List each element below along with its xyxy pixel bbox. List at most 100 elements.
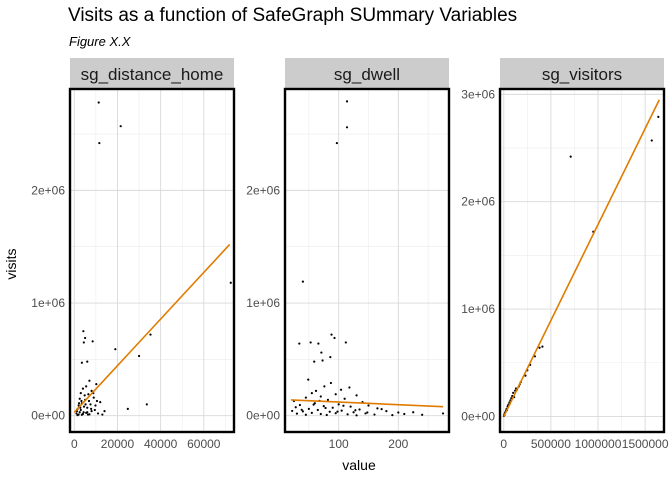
data-point: [317, 342, 320, 345]
data-point: [95, 383, 98, 386]
data-point: [86, 411, 89, 414]
x-tick-label: 20000: [101, 437, 135, 451]
data-point: [145, 403, 148, 406]
x-tick-label: 40000: [144, 437, 178, 451]
x-tick-label: 1500000: [622, 437, 669, 451]
data-point: [90, 389, 93, 392]
data-point: [326, 398, 330, 401]
data-point: [441, 412, 445, 415]
data-point: [373, 413, 376, 416]
data-point: [320, 351, 323, 354]
data-point: [313, 360, 316, 363]
data-point: [541, 345, 544, 348]
data-point: [298, 342, 301, 345]
data-point: [78, 397, 81, 400]
chart-subtitle: Figure X.X: [69, 34, 131, 49]
data-point: [322, 404, 325, 408]
data-point: [329, 355, 332, 359]
x-tick-label: 60000: [187, 437, 221, 451]
data-point: [137, 354, 141, 358]
data-point: [412, 411, 415, 414]
data-point: [119, 125, 122, 128]
data-point: [88, 379, 91, 382]
data-point: [323, 385, 326, 388]
data-point: [352, 411, 355, 414]
x-tick-label: 100: [329, 437, 349, 451]
fit-line: [503, 99, 661, 417]
data-point: [97, 101, 100, 104]
data-point: [304, 396, 307, 399]
data-point: [366, 411, 369, 414]
data-point: [312, 403, 315, 406]
data-point: [79, 392, 82, 395]
data-point: [334, 393, 337, 396]
data-point: [94, 404, 97, 407]
data-point: [328, 410, 331, 413]
data-point: [295, 412, 299, 415]
x-tick-label: 200: [388, 437, 408, 451]
data-point: [99, 401, 102, 404]
data-point: [380, 408, 383, 411]
data-point: [309, 341, 312, 344]
data-point: [92, 396, 95, 399]
data-point: [101, 413, 104, 416]
data-point: [569, 155, 572, 158]
data-point: [335, 141, 338, 145]
data-point: [96, 412, 100, 415]
data-point: [346, 413, 349, 416]
y-tick-label: 2e+06: [461, 195, 495, 209]
data-point: [348, 386, 351, 389]
y-tick-label: 3e+06: [461, 87, 495, 101]
data-point: [83, 394, 86, 397]
data-point: [650, 139, 653, 142]
data-point: [329, 381, 333, 385]
data-point: [364, 412, 367, 415]
fit-line: [290, 399, 444, 408]
data-point: [355, 414, 358, 417]
panel-border: [68, 87, 236, 434]
data-point: [657, 115, 660, 119]
data-point: [80, 399, 83, 403]
data-point: [82, 411, 85, 414]
data-point: [79, 408, 82, 412]
panel-border: [283, 87, 451, 434]
data-point: [85, 385, 88, 388]
facet-strip-label: sg_dwell: [334, 65, 400, 84]
panel-border: [498, 87, 666, 434]
facet-strip: [500, 58, 664, 89]
data-point: [82, 330, 85, 333]
facet-panel-sg_visitors: sg_visitors 0 500000 1000000 1500000 0e+00 1e+…: [461, 58, 669, 451]
data-point: [321, 359, 324, 362]
data-point: [421, 413, 424, 416]
data-point: [355, 394, 358, 397]
data-point: [354, 409, 357, 412]
data-point: [340, 409, 343, 412]
data-point: [300, 408, 303, 411]
data-point: [330, 333, 333, 336]
data-point: [358, 408, 361, 411]
data-point: [90, 410, 93, 413]
data-point: [324, 406, 327, 410]
data-point: [78, 411, 81, 414]
data-point: [367, 404, 370, 407]
data-point: [149, 333, 152, 336]
y-tick-label: 1e+06: [246, 296, 280, 310]
data-point: [294, 406, 297, 409]
facet-strip-label: sg_visitors: [542, 65, 622, 84]
data-point: [343, 397, 346, 400]
data-point: [80, 361, 83, 364]
y-tick-label: 0e+00: [461, 409, 495, 423]
data-point: [344, 341, 347, 344]
data-point: [319, 395, 322, 398]
data-point: [103, 410, 106, 413]
data-point: [342, 404, 345, 407]
data-point: [512, 391, 515, 394]
data-point: [298, 403, 302, 407]
data-point: [301, 410, 304, 413]
data-point: [86, 360, 89, 363]
data-point: [336, 410, 339, 413]
data-point: [98, 141, 101, 145]
data-point: [345, 126, 349, 129]
data-point: [310, 411, 313, 414]
data-point: [81, 387, 85, 390]
